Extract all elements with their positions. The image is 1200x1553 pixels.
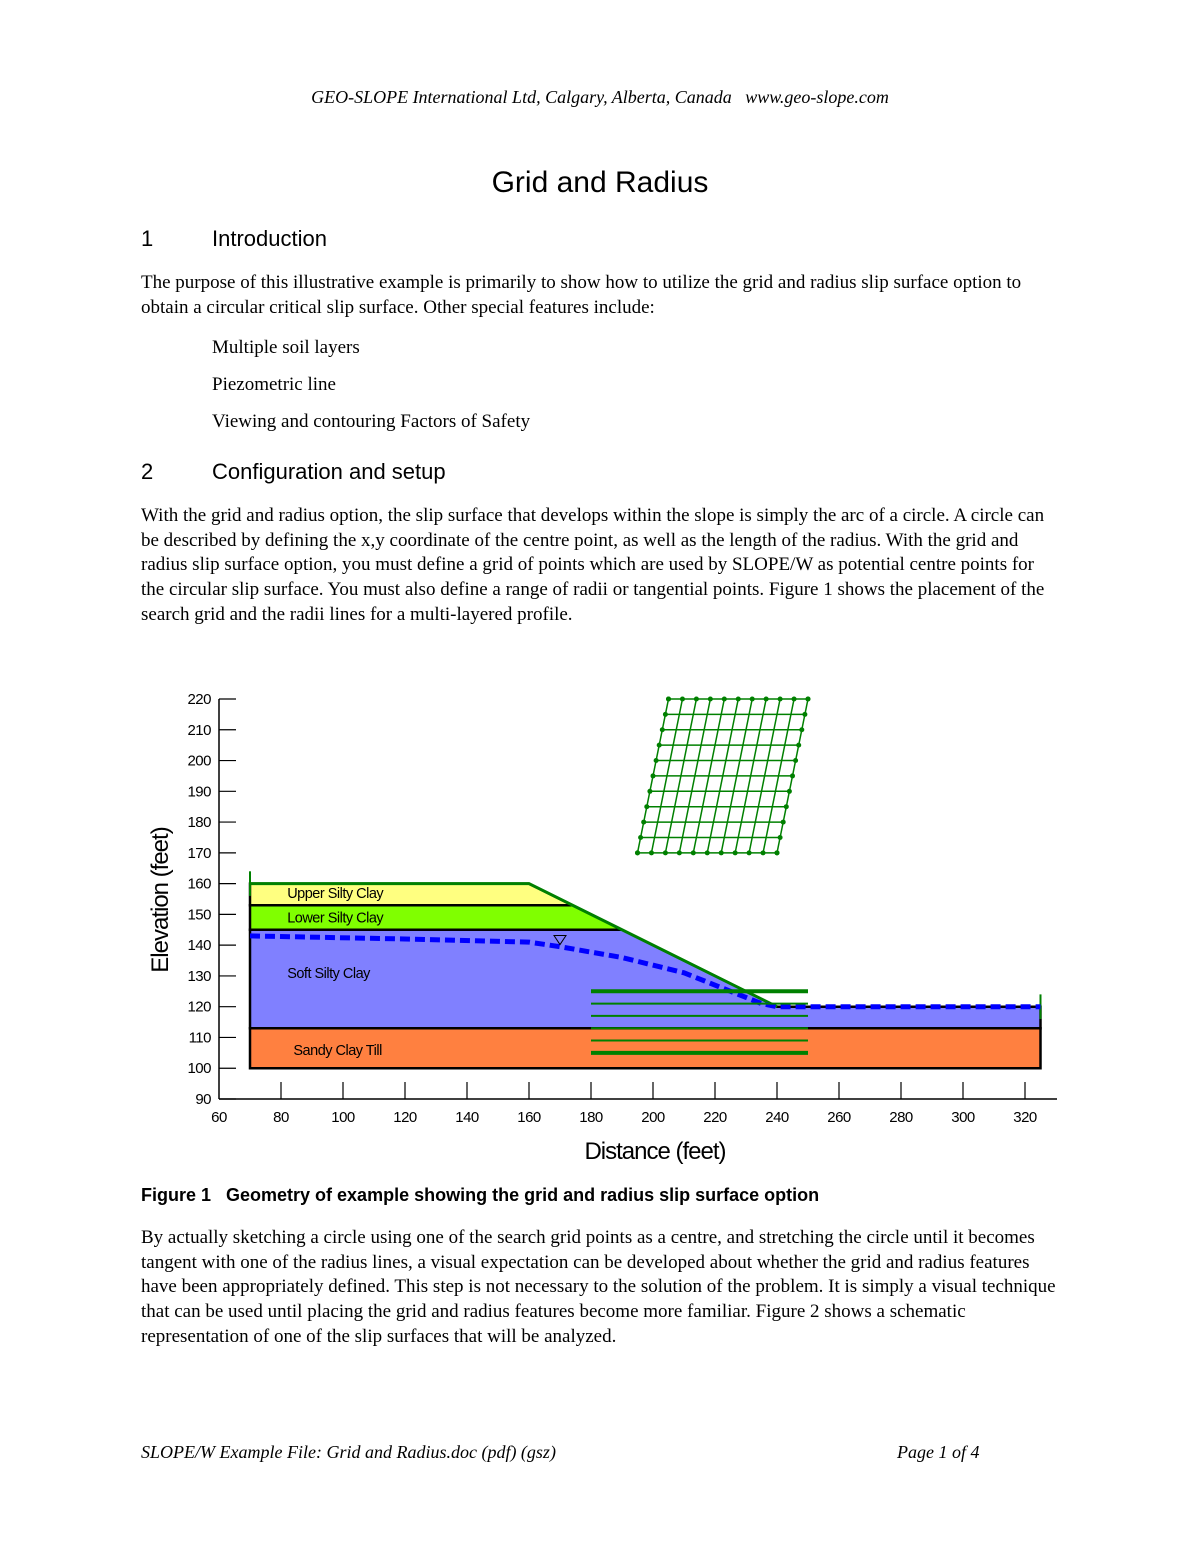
grid-column-line bbox=[720, 698, 753, 853]
page-header: GEO-SLOPE International Ltd, Calgary, Al… bbox=[311, 87, 889, 107]
x-axis-label: Distance (feet) bbox=[584, 1138, 725, 1165]
y-tick-label: 220 bbox=[187, 691, 211, 708]
water-table-symbol bbox=[553, 935, 567, 946]
grid-point bbox=[704, 850, 710, 856]
footer-page: Page 1 of 4 bbox=[897, 1442, 980, 1462]
grid-point bbox=[718, 850, 724, 856]
grid-point bbox=[707, 696, 713, 702]
y-tick-label: 130 bbox=[187, 968, 211, 985]
grid-point bbox=[666, 696, 671, 702]
grid-point bbox=[648, 850, 654, 856]
x-tick-label: 220 bbox=[703, 1109, 727, 1126]
layer-label: Upper Silty Clay bbox=[287, 886, 384, 902]
y-tick-label: 140 bbox=[187, 937, 211, 954]
layer-label: Soft Silty Clay bbox=[287, 966, 371, 982]
grid-column-line bbox=[636, 698, 670, 853]
x-tick-label: 320 bbox=[1013, 1109, 1037, 1126]
grid-point bbox=[676, 850, 682, 856]
grid-point bbox=[791, 696, 797, 702]
grid-column-line bbox=[650, 698, 684, 853]
grid-point bbox=[690, 850, 696, 856]
x-tick-label: 300 bbox=[951, 1109, 975, 1126]
y-tick-label: 160 bbox=[187, 876, 211, 893]
x-tick-label: 180 bbox=[579, 1109, 603, 1126]
ground-surface-line bbox=[250, 882, 778, 1009]
grid-point bbox=[774, 850, 780, 856]
grid-column-line bbox=[692, 698, 726, 853]
grid-point bbox=[763, 696, 769, 702]
grid-column-line bbox=[734, 698, 767, 853]
feature-item: Viewing and contouring Factors of Safety bbox=[212, 411, 531, 432]
grid-column-line bbox=[678, 698, 712, 853]
grid-column-line bbox=[748, 698, 781, 853]
layer-label: Lower Silty Clay bbox=[287, 910, 384, 926]
x-tick-label: 240 bbox=[765, 1109, 789, 1126]
grid-point bbox=[735, 696, 741, 702]
y-tick-label: 180 bbox=[187, 814, 211, 831]
y-axis-label: Elevation (feet) bbox=[147, 827, 174, 972]
y-tick-label: 210 bbox=[187, 722, 211, 739]
config-paragraph: With the grid and radius option, the sli… bbox=[141, 505, 1045, 625]
section-number: 1 bbox=[141, 226, 154, 251]
grid-point bbox=[749, 696, 755, 702]
grid-point bbox=[679, 696, 685, 702]
y-tick-label: 110 bbox=[189, 1029, 212, 1046]
grid-point bbox=[732, 850, 738, 856]
layer-label: Sandy Clay Till bbox=[293, 1043, 382, 1059]
x-tick-label: 80 bbox=[273, 1109, 289, 1126]
after-paragraph: By actually sketching a circle using one… bbox=[141, 1227, 1056, 1347]
grid-point bbox=[693, 696, 699, 702]
x-tick-label: 160 bbox=[517, 1109, 541, 1126]
x-tick-label: 120 bbox=[393, 1109, 417, 1126]
y-tick-label: 170 bbox=[187, 845, 211, 862]
grid-point bbox=[777, 696, 783, 702]
feature-item: Multiple soil layers bbox=[212, 337, 360, 358]
grid-point bbox=[721, 696, 727, 702]
page-title: Grid and Radius bbox=[491, 166, 709, 199]
x-tick-label: 200 bbox=[641, 1109, 665, 1126]
y-tick-label: 190 bbox=[187, 783, 211, 800]
intro-paragraph: The purpose of this illustrative example… bbox=[141, 272, 1022, 318]
x-tick-label: 60 bbox=[211, 1109, 227, 1126]
grid-column-line bbox=[776, 698, 809, 853]
grid-point bbox=[635, 850, 640, 856]
x-tick-label: 260 bbox=[827, 1109, 851, 1126]
figure-caption: Figure 1 Geometry of example showing the… bbox=[141, 1185, 820, 1205]
y-tick-label: 90 bbox=[195, 1091, 211, 1108]
feature-item: Piezometric line bbox=[212, 374, 336, 395]
section-title: Introduction bbox=[212, 226, 327, 251]
x-tick-label: 100 bbox=[331, 1109, 355, 1126]
grid-point bbox=[746, 850, 752, 856]
figure-1-geometry: Upper Silty Clay Lower Silty Clay Soft Sil… bbox=[147, 691, 1057, 1165]
y-tick-label: 150 bbox=[187, 906, 211, 923]
grid-column-line bbox=[762, 698, 795, 853]
grid-point bbox=[760, 850, 766, 856]
y-tick-label: 120 bbox=[187, 999, 211, 1016]
x-tick-label: 280 bbox=[889, 1109, 913, 1126]
y-tick-label: 200 bbox=[187, 753, 211, 770]
grid-point bbox=[805, 696, 811, 702]
grid-column-line bbox=[664, 698, 698, 853]
piezometric-line bbox=[249, 933, 1041, 1010]
section-number: 2 bbox=[141, 459, 154, 484]
x-tick-label: 140 bbox=[455, 1109, 479, 1126]
grid-column-line bbox=[706, 698, 739, 853]
y-tick-label: 100 bbox=[187, 1060, 211, 1077]
grid-point bbox=[662, 850, 668, 856]
footer-file: SLOPE/W Example File: Grid and Radius.do… bbox=[141, 1442, 556, 1462]
section-title: Configuration and setup bbox=[212, 459, 446, 484]
